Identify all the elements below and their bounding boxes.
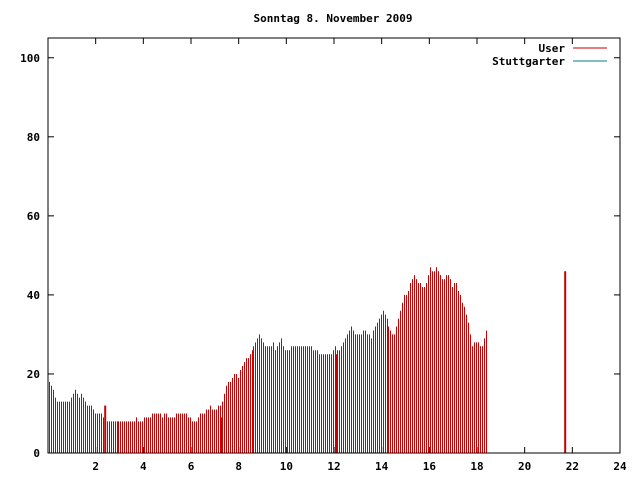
plot-frame — [47, 37, 621, 454]
legend-entry-user: User — [539, 42, 607, 55]
x-tick-label: 4 — [140, 460, 147, 473]
y-tick-label: 40 — [27, 289, 40, 302]
legend-label-stuttgarter: Stuttgarter — [492, 55, 565, 68]
user-series-bars — [49, 267, 487, 453]
chart-title: Sonntag 8. November 2009 — [254, 12, 413, 25]
x-tick-label: 16 — [423, 460, 437, 473]
x-tick-label: 10 — [280, 460, 293, 473]
y-tick-label: 20 — [27, 368, 40, 381]
legend-label-user: User — [539, 42, 566, 55]
y-tick-label: 80 — [27, 131, 40, 144]
y-tick-label: 60 — [27, 210, 40, 223]
user-series-markers — [104, 271, 567, 453]
x-tick-label: 12 — [327, 460, 340, 473]
legend-entry-stuttgarter: Stuttgarter — [492, 55, 607, 68]
x-tick-label: 22 — [566, 460, 579, 473]
legend: User Stuttgarter — [492, 42, 607, 68]
x-tick-label: 18 — [470, 460, 483, 473]
x-tick-label: 20 — [518, 460, 531, 473]
x-tick-label: 8 — [235, 460, 242, 473]
x-tick-label: 2 — [92, 460, 99, 473]
x-tick-label: 6 — [188, 460, 195, 473]
x-tick-label: 14 — [375, 460, 389, 473]
y-axis-ticks: 0 20 40 60 80 100 — [20, 52, 620, 460]
y-tick-label: 0 — [33, 447, 40, 460]
y-tick-label: 100 — [20, 52, 40, 65]
x-tick-label: 24 — [613, 460, 627, 473]
